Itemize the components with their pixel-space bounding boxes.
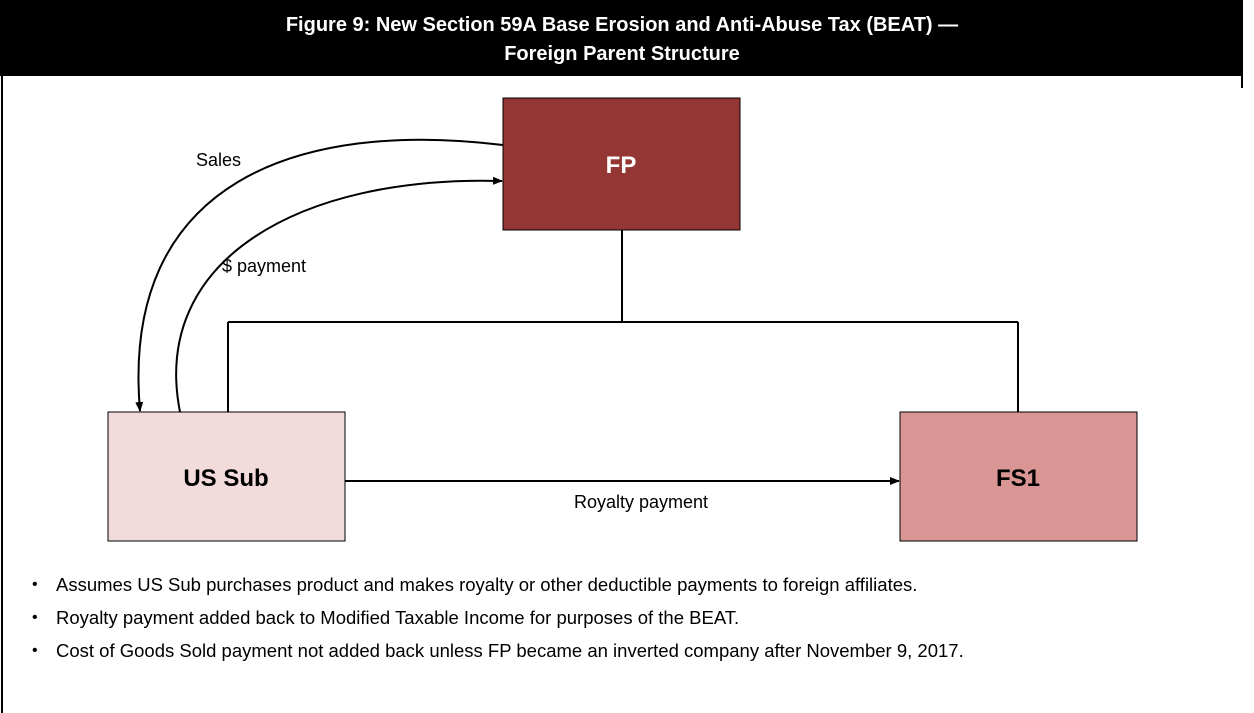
bullet: Cost of Goods Sold payment not added bac…: [28, 634, 1243, 667]
edge-label: Royalty payment: [574, 492, 708, 512]
bullet-list: Assumes US Sub purchases product and mak…: [28, 568, 1243, 667]
node-label: FP: [606, 152, 637, 179]
bullet: Royalty payment added back to Modified T…: [28, 601, 1243, 634]
node-label: FS1: [996, 465, 1040, 492]
title-line: Figure 9: New Section 59A Base Erosion a…: [286, 14, 958, 36]
node-box: [899, 411, 1138, 542]
edge-label: Sales: [196, 150, 241, 170]
header-bar: [0, 0, 1243, 76]
bullet: Assumes US Sub purchases product and mak…: [28, 568, 1243, 601]
edge-label: $ payment: [222, 256, 306, 276]
title-line: Foreign Parent Structure: [504, 43, 740, 65]
node-label: US Sub: [183, 465, 268, 492]
node-box: [502, 97, 741, 231]
node-box: [107, 411, 346, 542]
connectors: [135, 138, 1019, 485]
